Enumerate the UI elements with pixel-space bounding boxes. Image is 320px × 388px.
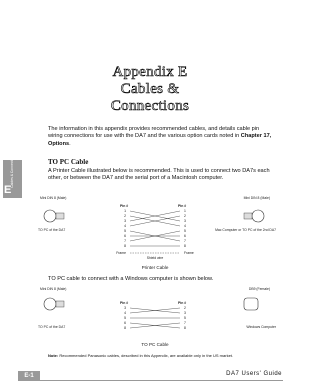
device-label: Windows Computer bbox=[246, 325, 276, 329]
device-label: TO PC of the DA7 bbox=[38, 228, 65, 232]
pin-number: 7 bbox=[184, 321, 186, 325]
connector-label: Mini DIN 8 (Male) bbox=[40, 196, 66, 200]
frame-label: Frame bbox=[184, 251, 194, 255]
pin-header: Pin # bbox=[178, 204, 186, 208]
pin-number: 3 bbox=[124, 306, 126, 310]
pin-number: 5 bbox=[124, 229, 126, 233]
connector-label: DB9 (Female) bbox=[249, 287, 270, 291]
page: Appendix E Cables & Connections E Cables… bbox=[3, 64, 283, 381]
text: The information in this appendix provide… bbox=[48, 126, 260, 140]
pin-number: 3 bbox=[184, 311, 186, 315]
pin-number: 2 bbox=[184, 306, 186, 310]
intro-paragraph: The information in this appendix provide… bbox=[48, 126, 272, 148]
pin-number: 2 bbox=[184, 214, 186, 218]
diagram-to-pc-cable: Mini DIN 8 (Male) DB9 (Female) TO PC of th… bbox=[38, 287, 277, 347]
pin-number: 7 bbox=[184, 239, 186, 243]
note-label: Note: bbox=[48, 353, 59, 358]
pin-number: 4 bbox=[184, 224, 186, 228]
pin-header: Pin # bbox=[120, 301, 128, 305]
pin-number: 5 bbox=[124, 316, 126, 320]
pin-number: 8 bbox=[184, 244, 186, 248]
windows-paragraph: TO PC cable to connect with a Windows co… bbox=[48, 276, 214, 282]
pin-number: 8 bbox=[184, 326, 186, 330]
pin-header: Pin # bbox=[178, 301, 186, 305]
footer-rule bbox=[40, 380, 283, 381]
frame-label: Frame bbox=[116, 251, 126, 255]
pin-number: 2 bbox=[124, 214, 126, 218]
pin-number: 4 bbox=[124, 311, 126, 315]
diagram-printer-cable: Mini DIN 8 (Male) Mini DIN 8 (Male) TO PC … bbox=[38, 196, 276, 270]
title-line: Connections bbox=[110, 98, 190, 115]
pin-number: 7 bbox=[124, 239, 126, 243]
section-heading: TO PC Cable bbox=[48, 158, 89, 166]
pin-number: 6 bbox=[124, 321, 126, 325]
caption: TO PC Cable bbox=[141, 342, 169, 347]
pin-number: 6 bbox=[184, 234, 186, 238]
note: Note: Recommended Panasonic cables, desc… bbox=[48, 353, 233, 358]
pin-number: 6 bbox=[124, 234, 126, 238]
title-line: Appendix E bbox=[112, 64, 188, 81]
pin-number: 8 bbox=[124, 326, 126, 330]
pin-header: Pin # bbox=[120, 204, 128, 208]
device-label: TO PC of the DA7 bbox=[38, 325, 65, 329]
pin-number: 1 bbox=[124, 209, 126, 213]
side-tab-label: Cables & Connections bbox=[10, 154, 14, 188]
caption: Printer Cable bbox=[142, 265, 169, 270]
pin-number: 1 bbox=[184, 209, 186, 213]
pin-number: 5 bbox=[184, 316, 186, 320]
title-line: Cables & bbox=[120, 81, 180, 98]
pin-number: 3 bbox=[184, 219, 186, 223]
chapter-ref: Chapter 17, Options bbox=[48, 133, 272, 147]
side-tab: E Cables & Connections bbox=[3, 154, 22, 198]
pin-number: 3 bbox=[124, 219, 126, 223]
note-text: Recommended Panasonic cables, described … bbox=[59, 353, 234, 358]
side-tab-letter: E bbox=[4, 184, 12, 196]
connector-label: Mini DIN 8 (Male) bbox=[40, 287, 66, 291]
section-paragraph: A Printer Cable illustrated below is rec… bbox=[48, 168, 270, 182]
pin-number: 5 bbox=[184, 229, 186, 233]
connector-label: Mini DIN 8 (Male) bbox=[244, 196, 270, 200]
text: . bbox=[69, 140, 71, 147]
pin-number: 8 bbox=[124, 244, 126, 248]
guide-name: DA7 Users' Guide bbox=[226, 371, 282, 377]
pin-number: 4 bbox=[124, 224, 126, 228]
shield-label: Shield wire bbox=[147, 256, 164, 260]
device-label: Mac Computer or TO PC of the 2nd DA7 bbox=[215, 228, 276, 232]
page-number: E-1 bbox=[18, 371, 40, 381]
